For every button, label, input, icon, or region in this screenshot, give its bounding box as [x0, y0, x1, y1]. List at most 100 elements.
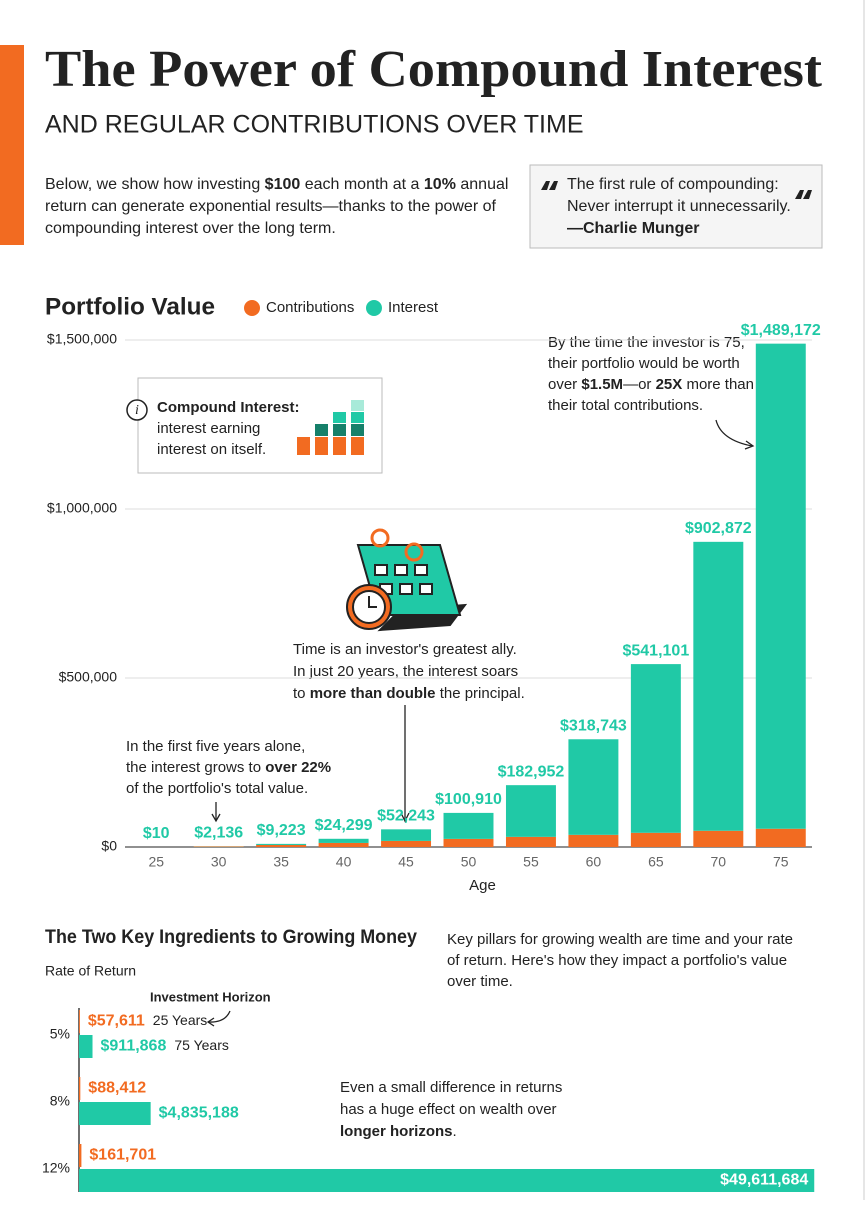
- text-run: of return. Here's how they impact a port…: [447, 952, 787, 969]
- text-line: Below, we show how investing $100 each m…: [45, 176, 508, 193]
- text-run: their total contributions.: [548, 397, 703, 414]
- bar-segment: [381, 841, 431, 847]
- bar-segment: [756, 344, 806, 829]
- bar: [79, 1010, 80, 1033]
- text-run: the principal.: [436, 685, 525, 702]
- legend-swatch: [244, 300, 260, 316]
- text-run: 10%: [424, 176, 456, 193]
- text-run: their portfolio would be worth: [548, 355, 740, 372]
- x-tick-label: 45: [398, 854, 414, 870]
- text-run: more than double: [310, 685, 436, 702]
- text-run: —or: [623, 376, 656, 393]
- text-run: longer horizons: [340, 1123, 453, 1140]
- text-run: 25X: [656, 376, 683, 393]
- chart-title: Portfolio Value: [45, 293, 215, 320]
- total-label: $318,743: [560, 717, 627, 734]
- text-line: Time is an investor's greatest ally.: [293, 641, 517, 658]
- text-run: The first rule of compounding:: [567, 176, 779, 193]
- total-label: $100,910: [435, 791, 502, 808]
- value-label: $4,835,188: [159, 1105, 239, 1122]
- x-tick-label: 70: [711, 854, 727, 870]
- bar-segment: [506, 785, 556, 837]
- text-run: compounding interest over the long term.: [45, 220, 336, 237]
- legend-title: Investment Horizon: [150, 989, 271, 1004]
- bar-segment: [381, 829, 431, 841]
- text-run: $100: [265, 176, 301, 193]
- value-label: $57,611: [88, 1013, 145, 1030]
- text-run: interest on itself.: [157, 441, 266, 458]
- text-run: annual: [456, 176, 509, 193]
- x-tick-label: 55: [523, 854, 539, 870]
- text-run: more than: [682, 376, 754, 393]
- total-label: $902,872: [685, 520, 752, 537]
- text-run: interest earning: [157, 420, 260, 437]
- text-line: the interest grows to over 22%: [126, 759, 331, 776]
- quote-author: —Charlie Munger: [567, 220, 699, 237]
- value-label: $911,868: [101, 1038, 167, 1055]
- text-run: to: [293, 685, 310, 702]
- bar-segment: [693, 831, 743, 847]
- text-line: In just 20 years, the interest soars: [293, 663, 518, 680]
- calendar-icon: [347, 530, 465, 630]
- text-run: Below, we show how investing: [45, 176, 265, 193]
- bar-segment: [506, 837, 556, 847]
- total-label: $2,136: [194, 824, 243, 841]
- y-axis-label: Rate of Return: [45, 963, 136, 979]
- text-line: of return. Here's how they impact a port…: [447, 952, 787, 969]
- bar-segment: [444, 813, 494, 839]
- legend-label: 75 Years: [174, 1037, 229, 1053]
- text-run: over 22%: [265, 759, 331, 776]
- x-tick-label: 30: [211, 854, 227, 870]
- bar: [79, 1035, 93, 1058]
- y-tick-label: $1,500,000: [47, 331, 117, 347]
- text-run: By the time the investor is 75,: [548, 334, 745, 351]
- x-tick-label: 35: [273, 854, 289, 870]
- legend-label: 25 Years: [153, 1012, 208, 1028]
- legend-swatch: [366, 300, 382, 316]
- bar-segment: [631, 833, 681, 847]
- bar-segment: [444, 839, 494, 847]
- text-run: In just 20 years, the interest soars: [293, 663, 518, 680]
- total-label: $1,489,172: [741, 322, 821, 339]
- text-line: longer horizons.: [340, 1123, 457, 1140]
- text-run: of the portfolio's total value.: [126, 780, 308, 797]
- text-line: has a huge effect on wealth over: [340, 1101, 557, 1118]
- text-line: over time.: [447, 973, 513, 990]
- chart-title: The Two Key Ingredients to Growing Money: [45, 927, 417, 948]
- text-run: the interest grows to: [126, 759, 265, 776]
- text-line: In the first five years alone,: [126, 738, 305, 755]
- legend-label: Contributions: [266, 299, 354, 316]
- text-line: to more than double the principal.: [293, 685, 525, 702]
- text-run: Even a small difference in returns: [340, 1079, 562, 1096]
- total-label: $10: [143, 825, 170, 842]
- info-title: Compound Interest:: [157, 399, 300, 416]
- text-run: each month at a: [300, 176, 424, 193]
- bar-segment: [319, 839, 369, 843]
- bar-segment: [631, 664, 681, 833]
- text-run: In the first five years alone,: [126, 738, 305, 755]
- bar-segment: [256, 845, 306, 847]
- text-line: return can generate exponential results—…: [45, 198, 496, 215]
- text-run: Key pillars for growing wealth are time …: [447, 931, 793, 948]
- text-run: over time.: [447, 973, 513, 990]
- bar-segment: [568, 835, 618, 847]
- legend-label: Interest: [388, 299, 439, 316]
- x-tick-label: 60: [586, 854, 602, 870]
- page-title: The Power of Compound Interest: [45, 41, 823, 98]
- y-tick-label: 8%: [50, 1093, 70, 1109]
- text-run: .: [453, 1123, 457, 1140]
- text-run: has a huge effect on wealth over: [340, 1101, 557, 1118]
- info-icon-letter: i: [135, 403, 139, 418]
- accent-strip: [0, 45, 24, 245]
- bar-segment: [568, 739, 618, 835]
- text-line: interest earning: [157, 420, 260, 437]
- x-tick-label: 75: [773, 854, 789, 870]
- bar: [79, 1102, 151, 1125]
- text-line: their total contributions.: [548, 397, 703, 414]
- y-tick-label: 5%: [50, 1026, 70, 1042]
- bar-segment: [756, 829, 806, 847]
- bar-segment: [693, 542, 743, 831]
- text-line: of the portfolio's total value.: [126, 780, 308, 797]
- y-tick-label: $1,000,000: [47, 500, 117, 516]
- bar-segment: [194, 846, 244, 847]
